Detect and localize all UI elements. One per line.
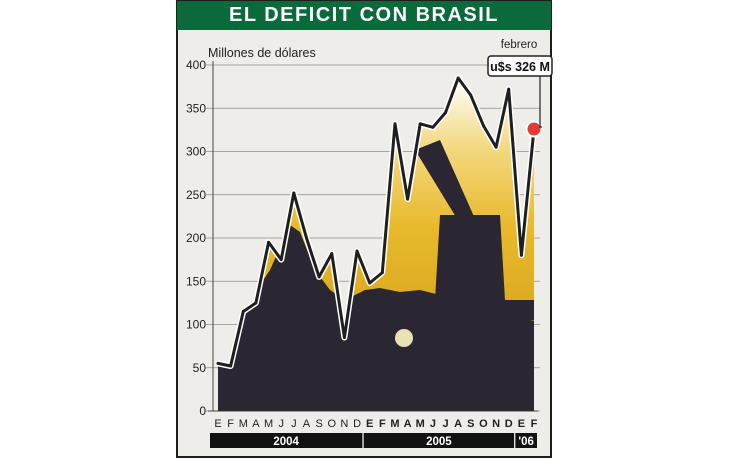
data-point: [267, 240, 271, 244]
data-point: [431, 125, 435, 129]
data-point: [406, 197, 410, 201]
data-point: [342, 335, 346, 339]
data-point: [456, 76, 460, 80]
x-tick-label: M: [264, 418, 273, 430]
data-point: [368, 281, 372, 285]
series-line: [217, 76, 536, 368]
y-tick-label: 300: [186, 145, 206, 159]
annotation-leader: [539, 76, 542, 128]
data-point: [304, 236, 308, 240]
silhouette-ground: [218, 225, 534, 411]
data-point: [216, 361, 220, 365]
y-tick-label: 50: [193, 361, 207, 375]
data-point: [519, 253, 523, 257]
silhouette-group: [218, 140, 534, 411]
x-tick-label: A: [252, 418, 260, 430]
year-bar: [515, 433, 537, 448]
data-point: [355, 249, 359, 253]
annotation-box: [487, 55, 553, 77]
x-tick-label: A: [454, 418, 462, 430]
y-axis-label: Millones de dólares: [208, 46, 316, 60]
crane-base: [392, 300, 534, 320]
data-point: [418, 122, 422, 126]
y-tick-label: 400: [186, 58, 206, 72]
x-tick-label: E: [214, 418, 221, 430]
x-tick-label: S: [467, 418, 474, 430]
data-point: [444, 111, 448, 115]
x-tick-label: J: [430, 418, 436, 430]
sun-glow: [395, 329, 413, 347]
x-tick-label: A: [404, 418, 412, 430]
y-tick-label: 250: [186, 188, 206, 202]
data-point: [393, 122, 397, 126]
data-point: [481, 124, 485, 128]
x-tick-label: J: [442, 418, 448, 430]
data-point: [380, 271, 384, 275]
data-point: [241, 310, 245, 314]
data-point: [229, 364, 233, 368]
x-tick-label: A: [303, 418, 311, 430]
y-tick-label: 100: [186, 318, 206, 332]
x-tick-label: M: [239, 418, 248, 430]
data-point: [469, 93, 473, 97]
x-tick-label: O: [479, 418, 488, 430]
x-tick-label: E: [518, 418, 525, 430]
data-point: [507, 87, 511, 91]
x-tick-label: D: [353, 418, 361, 430]
y-tick-label: 0: [199, 404, 206, 418]
data-point: [317, 275, 321, 279]
data-point: [494, 145, 498, 149]
annotation-value: u$s 326 M: [490, 60, 550, 74]
x-tick-label: J: [291, 418, 297, 430]
x-tick-label: F: [227, 418, 234, 430]
x-tick-label: E: [366, 418, 373, 430]
y-tick-label: 350: [186, 101, 206, 115]
x-tick-label: N: [492, 418, 500, 430]
x-tick-label: S: [315, 418, 322, 430]
x-tick-label: J: [278, 418, 284, 430]
x-tick-label: M: [416, 418, 425, 430]
y-tick-label: 150: [186, 274, 206, 288]
year-bar: [363, 433, 515, 448]
y-tick-label: 200: [186, 231, 206, 245]
last-point-marker: [525, 120, 543, 138]
year-label: 2004: [273, 436, 299, 448]
year-label: '06: [518, 436, 534, 448]
year-bar: [210, 433, 363, 448]
x-tick-label: O: [327, 418, 336, 430]
x-tick-label: F: [379, 418, 386, 430]
annotation-month-label: febrero: [501, 39, 537, 51]
data-point: [254, 301, 258, 305]
x-tick-label: D: [505, 418, 513, 430]
x-tick-label: N: [340, 418, 348, 430]
data-point: [279, 258, 283, 262]
x-tick-label: M: [390, 418, 399, 430]
data-point: [330, 252, 334, 256]
crane-body: [435, 215, 505, 300]
chart-title: EL DEFICIT CON BRASIL: [177, 1, 551, 30]
x-tick-label: F: [531, 418, 538, 430]
year-label: 2005: [426, 436, 452, 448]
data-point: [292, 191, 296, 195]
